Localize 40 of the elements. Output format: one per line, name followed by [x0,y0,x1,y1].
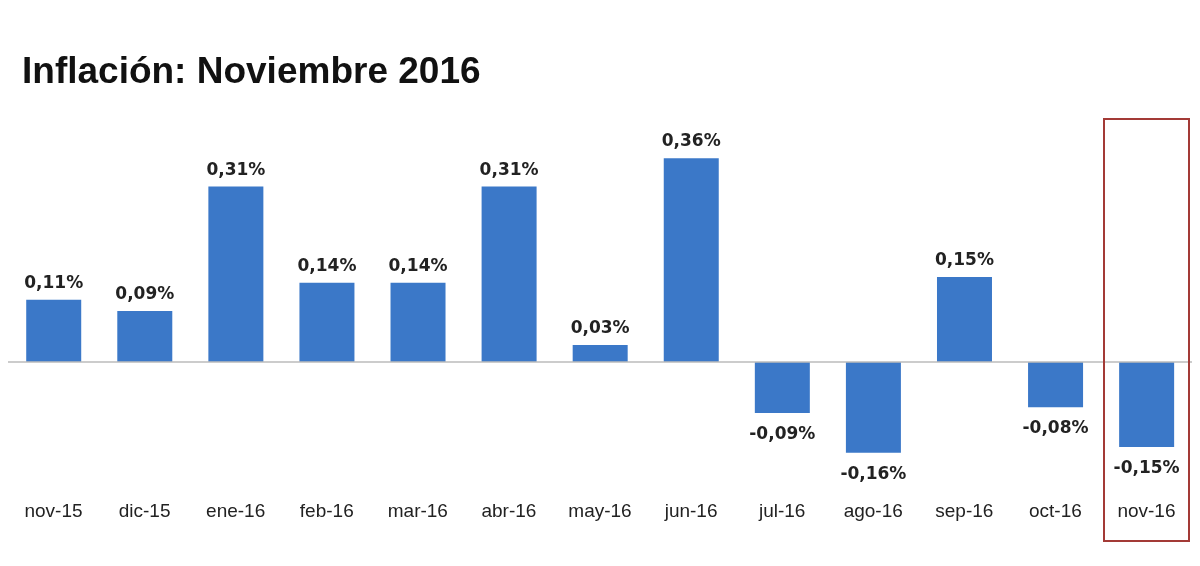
x-tick-label: jul-16 [757,500,806,522]
bar [845,362,901,453]
data-label: 0,14% [388,254,448,275]
bar [299,282,355,363]
x-tick-label: jun-16 [663,500,718,522]
x-tick-label: ago-16 [843,500,903,522]
data-label: -0,16% [840,462,907,483]
x-tick-label: mar-16 [387,500,448,522]
data-label: -0,08% [1022,417,1089,438]
data-label: -0,09% [749,423,816,443]
data-label: 0,36% [661,130,721,151]
x-tick-label: feb-16 [299,500,354,522]
data-label: 0,15% [934,249,994,270]
x-tick-label: may-16 [568,500,632,522]
data-label: 0,14% [297,254,357,275]
x-tick-label: nov-15 [24,500,83,522]
bar [1119,362,1175,447]
data-label: 0,31% [206,158,266,179]
x-tick-label: abr-16 [481,500,537,522]
x-tick-label: sep-16 [935,500,994,522]
x-tick-label: dic-15 [118,500,171,522]
bar [26,299,82,363]
bar [663,158,719,363]
data-label: 0,31% [479,158,539,179]
data-label: 0,09% [115,283,175,304]
chart-title: Inflación: Noviembre 2016 [22,50,481,92]
bar [481,186,537,363]
x-tick-label: oct-16 [1028,500,1082,522]
x-tick-label: ene-16 [206,500,266,522]
bar [754,362,810,413]
bar [936,277,992,363]
bar [1028,362,1084,408]
bar [117,311,173,363]
data-label: 0,11% [24,271,84,292]
bar [208,186,264,363]
data-label: -0,15% [1113,456,1180,477]
data-label: 0,03% [570,317,630,338]
bar [390,282,446,363]
bar [572,345,628,363]
x-tick-label: nov-16 [1117,500,1176,522]
